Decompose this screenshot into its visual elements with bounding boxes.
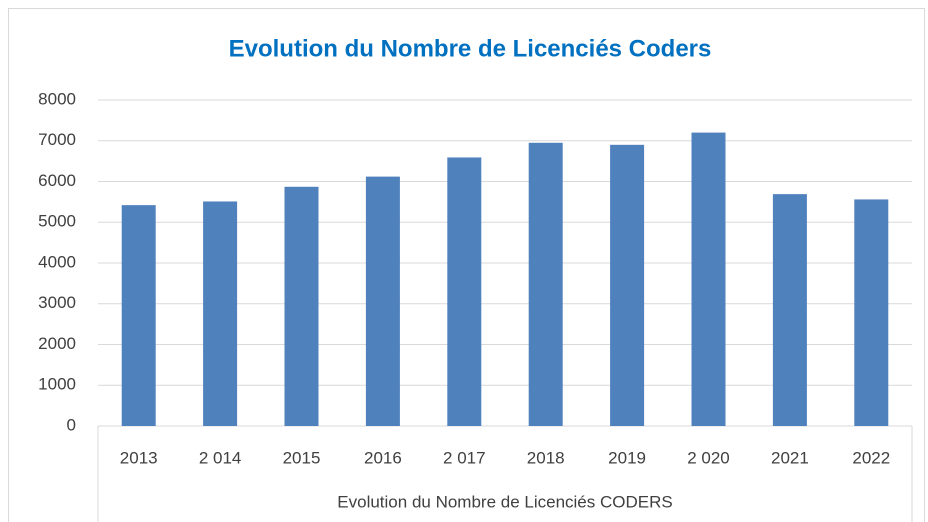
x-tick-label: 2015 [283, 448, 321, 467]
x-tick-label: 2018 [527, 448, 565, 467]
y-tick-label: 6000 [38, 171, 76, 190]
x-tick-label: 2016 [364, 448, 402, 467]
y-tick-label: 5000 [38, 212, 76, 231]
bar [772, 194, 807, 426]
x-axis-label: Evolution du Nombre de Licenciés CODERS [337, 492, 672, 511]
bar [365, 176, 400, 426]
bar [854, 199, 889, 426]
bar [284, 186, 319, 426]
x-tick-label: 2 014 [199, 448, 242, 467]
y-tick-label: 1000 [38, 375, 76, 394]
y-tick-label: 7000 [38, 130, 76, 149]
x-tick-label: 2013 [120, 448, 158, 467]
bar [691, 132, 726, 426]
bar [528, 142, 563, 426]
x-tick-label: 2022 [852, 448, 890, 467]
chart-title: Evolution du Nombre de Licenciés Coders [229, 35, 712, 62]
x-tick-label: 2 020 [687, 448, 730, 467]
y-tick-label: 2000 [38, 334, 76, 353]
y-tick-label: 3000 [38, 293, 76, 312]
x-tick-label: 2 017 [443, 448, 486, 467]
x-tick-label: 2021 [771, 448, 809, 467]
y-tick-label: 0 [67, 415, 76, 434]
bar [447, 157, 482, 426]
bar [610, 144, 645, 426]
y-tick-label: 4000 [38, 252, 76, 271]
bar [203, 201, 238, 426]
bar [121, 205, 156, 426]
x-tick-label: 2019 [608, 448, 646, 467]
y-tick-label: 8000 [38, 89, 76, 108]
